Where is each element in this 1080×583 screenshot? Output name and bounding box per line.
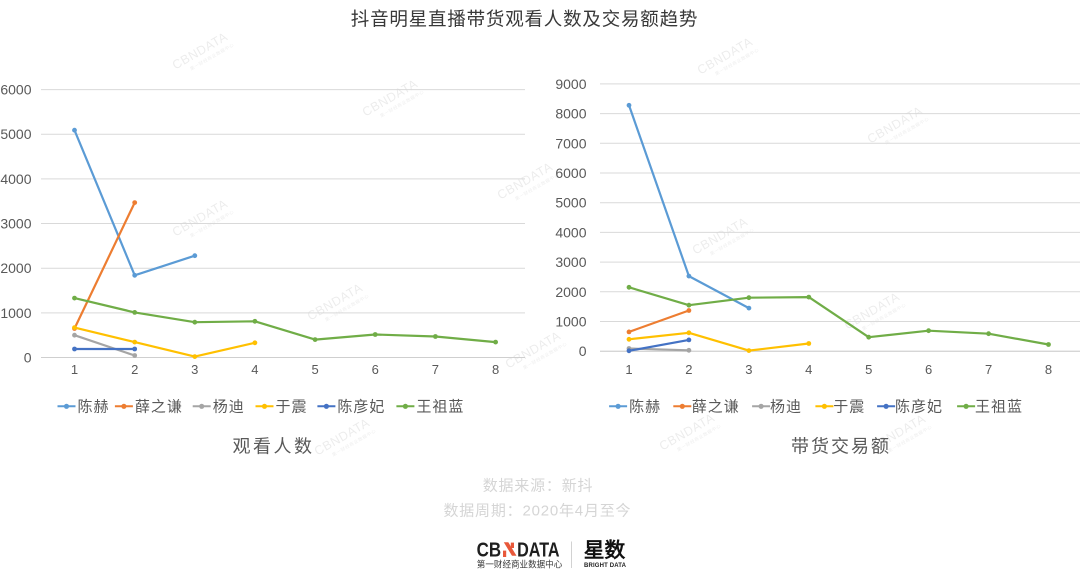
svg-text:1000: 1000 [0, 305, 31, 321]
svg-text:0: 0 [579, 343, 587, 359]
svg-text:数据周期：2020年4月至今: 数据周期：2020年4月至今 [443, 503, 631, 520]
svg-text:7: 7 [432, 362, 439, 377]
svg-text:8: 8 [1045, 362, 1052, 377]
svg-text:于震: 于震 [276, 399, 308, 416]
svg-text:陈彦妃: 陈彦妃 [337, 398, 385, 416]
svg-text:7000: 7000 [555, 135, 586, 151]
svg-text:数据来源：新抖: 数据来源：新抖 [483, 478, 594, 495]
svg-text:1000: 1000 [555, 314, 586, 330]
svg-text:陈彦妃: 陈彦妃 [895, 398, 943, 416]
svg-text:王祖蓝: 王祖蓝 [975, 399, 1023, 416]
svg-text:2000: 2000 [0, 260, 31, 276]
svg-text:带货交易额: 带货交易额 [791, 437, 891, 457]
svg-text:3: 3 [191, 362, 198, 377]
svg-text:第一财经商业数据中心: 第一财经商业数据中心 [477, 559, 563, 570]
svg-text:9000: 9000 [555, 76, 586, 92]
svg-text:4000: 4000 [555, 224, 586, 240]
svg-text:抖音明星直播带货观看人数及交易额趋势: 抖音明星直播带货观看人数及交易额趋势 [351, 9, 698, 30]
svg-text:4000: 4000 [0, 171, 31, 187]
svg-text:4: 4 [805, 362, 812, 377]
svg-text:薛之谦: 薛之谦 [692, 399, 740, 416]
svg-text:陈赫: 陈赫 [78, 398, 110, 416]
svg-text:观看人数: 观看人数 [233, 437, 315, 457]
svg-text:5000: 5000 [0, 126, 31, 142]
svg-text:6000: 6000 [555, 165, 586, 181]
svg-text:杨迪: 杨迪 [770, 399, 802, 416]
svg-text:4: 4 [251, 362, 258, 377]
svg-text:2000: 2000 [555, 284, 586, 300]
svg-text:0: 0 [24, 350, 32, 366]
svg-text:王祖蓝: 王祖蓝 [416, 399, 464, 416]
svg-text:6000: 6000 [0, 82, 31, 98]
svg-text:杨迪: 杨迪 [213, 399, 245, 416]
svg-text:7: 7 [985, 362, 992, 377]
svg-text:1: 1 [625, 362, 632, 377]
svg-text:CB: CB [477, 540, 502, 562]
svg-text:薛之谦: 薛之谦 [135, 399, 183, 416]
svg-text:5: 5 [311, 362, 318, 377]
svg-text:于震: 于震 [833, 399, 865, 416]
svg-text:星数: 星数 [584, 538, 626, 562]
svg-text:2: 2 [131, 362, 138, 377]
svg-text:6: 6 [372, 362, 379, 377]
svg-text:6: 6 [925, 362, 932, 377]
svg-text:8000: 8000 [555, 106, 586, 122]
svg-text:陈赫: 陈赫 [629, 398, 661, 416]
svg-text:BRIGHT DATA: BRIGHT DATA [584, 563, 627, 569]
svg-text:1: 1 [71, 362, 78, 377]
svg-text:3: 3 [745, 362, 752, 377]
svg-text:5000: 5000 [555, 195, 586, 211]
svg-text:8: 8 [492, 362, 499, 377]
svg-text:3000: 3000 [0, 216, 31, 232]
svg-text:3000: 3000 [555, 254, 586, 270]
svg-text:DATA: DATA [517, 540, 560, 562]
svg-text:2: 2 [685, 362, 692, 377]
svg-text:5: 5 [865, 362, 872, 377]
